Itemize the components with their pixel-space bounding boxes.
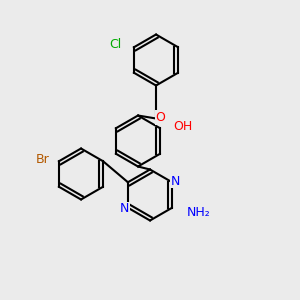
Text: OH: OH <box>174 120 193 133</box>
Text: Cl: Cl <box>110 38 122 51</box>
Text: Br: Br <box>36 153 50 166</box>
Text: N: N <box>171 175 180 188</box>
Text: N: N <box>120 202 129 215</box>
Text: O: O <box>156 111 165 124</box>
Text: NH₂: NH₂ <box>187 206 211 219</box>
